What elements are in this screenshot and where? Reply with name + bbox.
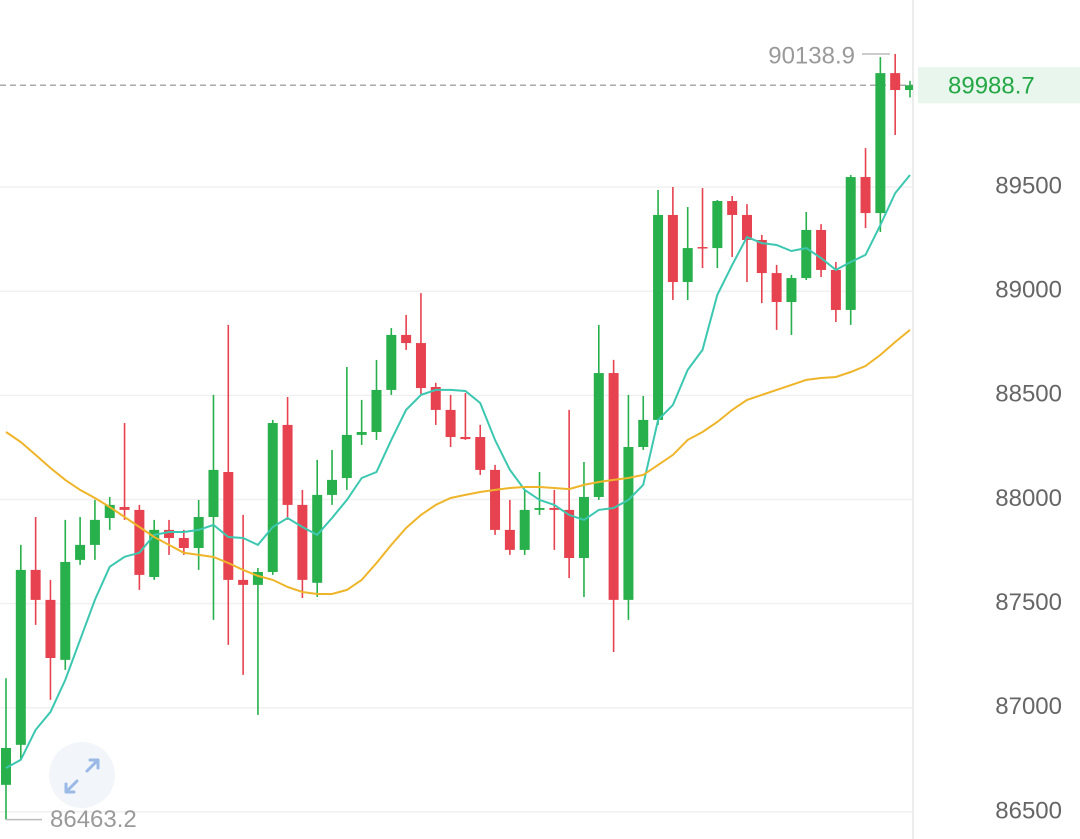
candle-body <box>771 273 782 303</box>
candle-body <box>682 248 693 283</box>
candle-body <box>905 85 913 90</box>
candle-body <box>386 334 397 390</box>
candle-body <box>60 561 71 660</box>
moving-average-line <box>5 174 911 769</box>
candle-body <box>534 508 545 510</box>
y-tick-label: 89500 <box>995 172 1062 199</box>
candle-body <box>75 544 86 560</box>
candle-body <box>104 504 115 519</box>
candle-body <box>578 496 589 559</box>
y-tick-label: 87500 <box>995 589 1062 616</box>
moving-average-line <box>5 329 911 595</box>
candle-body <box>741 214 752 240</box>
candle-body <box>727 201 738 215</box>
candle-body <box>890 73 901 90</box>
candle-body <box>134 509 145 575</box>
candle-body <box>341 434 352 479</box>
expand-button[interactable] <box>49 742 115 808</box>
candle-body <box>252 571 263 585</box>
candle-body <box>490 469 501 530</box>
candle-body <box>327 479 338 495</box>
candle-body <box>653 214 664 420</box>
min-label: 86463.2 <box>50 806 137 833</box>
candle-body <box>371 389 382 432</box>
candle-body <box>608 373 619 600</box>
candle-body <box>860 177 871 214</box>
candle-body <box>15 569 26 745</box>
candle-body <box>519 509 530 550</box>
candle-body <box>638 419 649 447</box>
plot-area <box>1 53 913 820</box>
last-price-label: 89988.7 <box>948 73 1035 100</box>
candle-body <box>415 343 426 389</box>
y-tick-label: 87000 <box>995 693 1062 720</box>
max-label: 90138.9 <box>768 42 855 69</box>
candle-body <box>238 579 249 585</box>
candle-body <box>756 239 767 274</box>
candle-body <box>149 529 160 577</box>
candle-body <box>297 504 308 580</box>
candle-body <box>312 494 323 583</box>
candle-body <box>356 431 367 435</box>
candle-body <box>193 516 204 549</box>
labels: 86500 87000 87500 88000 88500 89000 89500 89988… <box>6 42 1080 833</box>
candle-body <box>45 599 56 658</box>
y-tick-label: 89000 <box>995 277 1062 304</box>
candle-body <box>667 214 678 283</box>
candle-body <box>845 177 856 310</box>
candle-body <box>460 436 471 440</box>
candle-body <box>208 469 219 517</box>
candle-body <box>816 229 827 270</box>
candle-body <box>223 471 234 580</box>
candle-body <box>89 519 100 545</box>
candle-body <box>475 436 486 470</box>
candle-body <box>119 506 130 510</box>
candle-body <box>30 569 41 600</box>
y-tick-label: 86500 <box>995 797 1062 824</box>
candle-body <box>178 538 189 549</box>
candle-body <box>549 508 560 510</box>
candle-body <box>801 229 812 279</box>
candle-body <box>593 373 604 497</box>
candle-body <box>504 529 515 550</box>
candle-body <box>564 509 575 559</box>
candle-body <box>401 334 412 344</box>
candle-body <box>267 423 278 572</box>
candle-body <box>445 409 456 437</box>
grid <box>0 84 913 813</box>
y-tick-label: 88500 <box>995 381 1062 408</box>
candle-body <box>786 278 797 303</box>
candle-body <box>830 269 841 310</box>
candle-body <box>164 529 175 539</box>
candle-body <box>1 747 11 785</box>
candle-body <box>282 424 293 505</box>
candle-body <box>430 387 441 410</box>
last-price-tag <box>918 67 1080 104</box>
y-tick-label: 88000 <box>995 485 1062 512</box>
candle-body <box>697 247 708 249</box>
candle-body <box>623 446 634 600</box>
candle-body <box>712 201 723 249</box>
candle-body <box>875 73 886 214</box>
